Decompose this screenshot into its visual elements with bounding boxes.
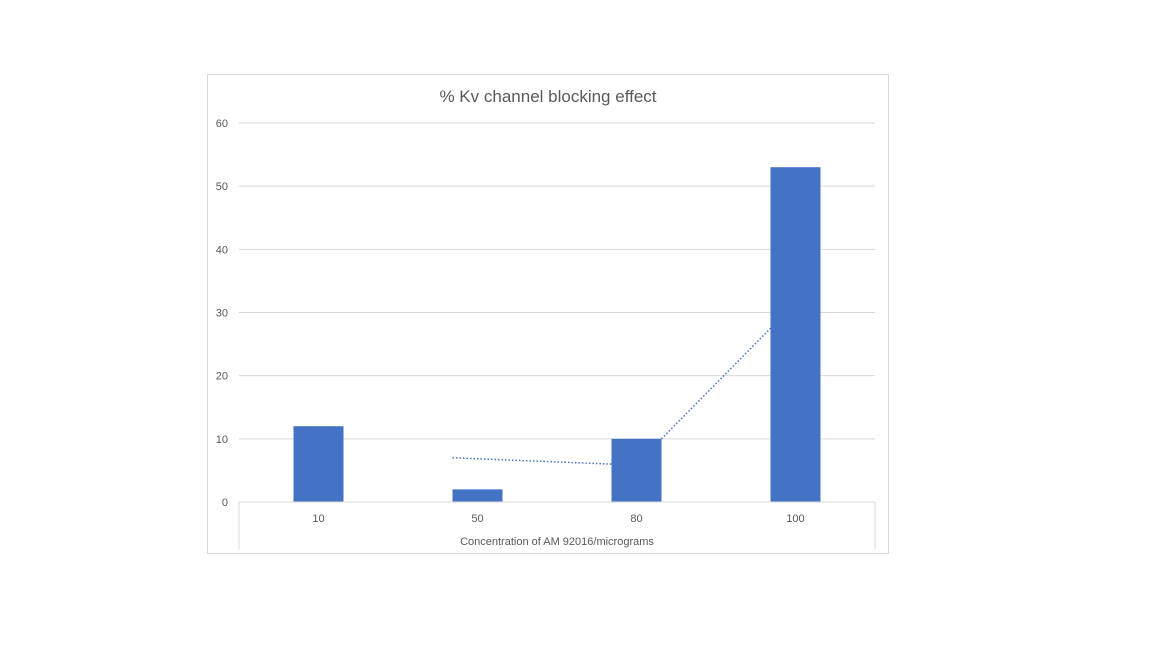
y-tick-label: 40 bbox=[216, 244, 228, 256]
bar bbox=[770, 167, 821, 502]
x-tick-label: 80 bbox=[630, 513, 642, 525]
y-tick-label: 50 bbox=[216, 181, 228, 193]
y-tick-label: 30 bbox=[216, 308, 228, 320]
y-axis-ticks: 0 10 20 30 40 50 60 bbox=[216, 118, 228, 509]
bar bbox=[452, 489, 503, 502]
trendline bbox=[452, 327, 772, 465]
trendline-segment bbox=[452, 457, 612, 465]
y-tick-label: 20 bbox=[216, 371, 228, 383]
trendline-segment bbox=[660, 327, 772, 440]
bar bbox=[611, 438, 662, 502]
chart-title: % Kv channel blocking effect bbox=[439, 87, 656, 106]
y-tick-label: 0 bbox=[222, 497, 228, 509]
bar bbox=[293, 426, 344, 502]
gridlines bbox=[239, 122, 875, 440]
x-tick-label: 100 bbox=[786, 513, 804, 525]
y-tick-label: 60 bbox=[216, 118, 228, 130]
bars bbox=[293, 167, 821, 502]
x-tick-label: 10 bbox=[312, 513, 324, 525]
x-tick-label: 50 bbox=[471, 513, 483, 525]
y-tick-label: 10 bbox=[216, 434, 228, 446]
x-axis bbox=[238, 501, 876, 549]
x-axis-ticks: 10 50 80 100 bbox=[312, 513, 804, 525]
x-axis-title: Concentration of AM 92016/micrograms bbox=[460, 536, 654, 548]
